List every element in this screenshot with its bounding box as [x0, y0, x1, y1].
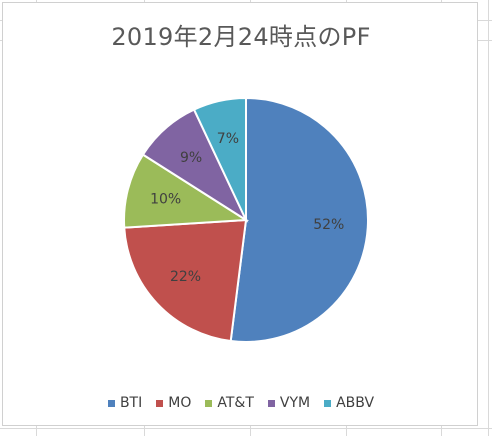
chart-legend: BTI MO AT&T VYM ABBV — [3, 395, 479, 411]
data-label-at-t: 10% — [150, 191, 181, 207]
chart-title: 2019年2月24時点のPF — [111, 23, 371, 51]
legend-label: ABBV — [336, 395, 375, 411]
pie-slice-bti[interactable] — [229, 96, 369, 343]
legend-item-abbv[interactable]: ABBV — [324, 395, 374, 411]
chart-area[interactable]: 2019年2月24時点のPF 52% 22% 10% 9% 7% BTI MO AT&T VY… — [2, 2, 478, 426]
pie-chart[interactable]: 52% 22% 10% 9% 7% — [3, 3, 479, 391]
data-label-bti: 52% — [313, 217, 344, 233]
pie-slice-abbv[interactable] — [192, 96, 247, 221]
legend-label: BTI — [119, 395, 143, 411]
pie-slice-at-t[interactable] — [123, 153, 250, 229]
legend-item-bti[interactable]: BTI — [107, 395, 143, 411]
pie-slice-mo[interactable] — [123, 218, 248, 343]
legend-item-mo[interactable]: MO — [156, 395, 191, 411]
legend-label: VYM — [279, 395, 311, 411]
legend-swatch — [205, 399, 213, 407]
sheet-gridline — [0, 428, 492, 429]
sheet-gridline — [488, 0, 489, 436]
legend-swatch — [267, 399, 275, 407]
data-label-abbv: 7% — [217, 131, 239, 147]
legend-swatch — [324, 399, 332, 407]
legend-swatch — [156, 399, 164, 407]
legend-label: AT&T — [217, 395, 254, 411]
legend-item-at-t[interactable]: AT&T — [205, 395, 254, 411]
data-label-vym: 9% — [180, 150, 202, 166]
legend-swatch — [107, 399, 115, 407]
legend-item-vym[interactable]: VYM — [267, 395, 311, 411]
data-label-mo: 22% — [170, 269, 201, 285]
legend-label: MO — [168, 395, 192, 411]
